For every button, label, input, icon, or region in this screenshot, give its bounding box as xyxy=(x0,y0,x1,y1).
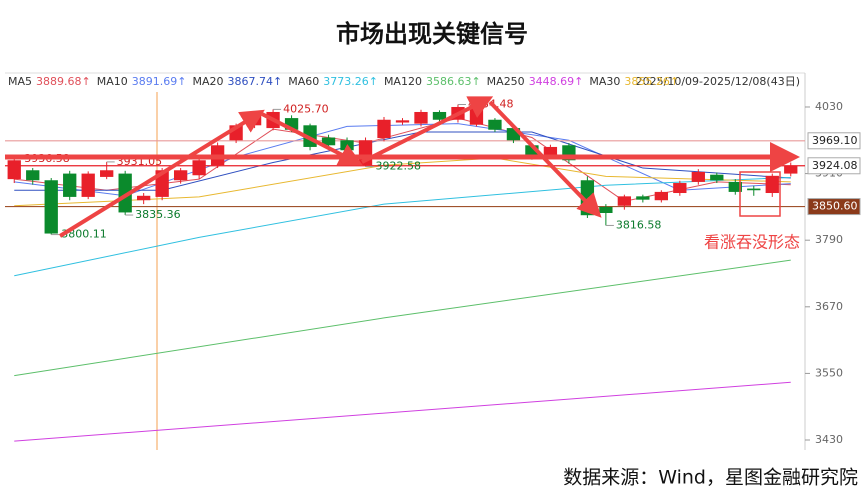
candle-body xyxy=(63,173,77,197)
ma-line xyxy=(14,381,791,442)
date-range: 2025/10/09-2025/12/08(43日) xyxy=(636,75,800,88)
level-tag xyxy=(807,157,861,175)
level-tag xyxy=(807,198,861,216)
candle-body xyxy=(691,171,705,182)
candle-body xyxy=(617,196,632,206)
legend-name: MA120 xyxy=(384,75,422,88)
legend-name: MA5 xyxy=(8,75,32,88)
candle-body xyxy=(784,165,798,174)
candle-body xyxy=(284,118,299,130)
candle-body xyxy=(673,183,687,194)
level-tag xyxy=(807,132,861,150)
level-label: 3850.60 xyxy=(812,200,858,213)
candle-body xyxy=(728,181,742,192)
candle-body xyxy=(137,195,151,201)
ma-line xyxy=(14,259,791,377)
candle-body xyxy=(118,173,132,213)
legend-value: 3448.69↑ xyxy=(529,75,584,88)
arrow xyxy=(58,109,265,238)
candle-body xyxy=(432,111,447,120)
legend-value: 3889.68↑ xyxy=(36,75,91,88)
candle-body xyxy=(192,160,206,176)
candle-body xyxy=(710,174,724,181)
ma-line xyxy=(14,157,791,207)
ma-line xyxy=(14,176,791,277)
legend-name: MA10 xyxy=(97,75,128,88)
high-label: 4025.70 xyxy=(283,102,329,115)
legend-value: 3867.74↑ xyxy=(227,75,282,88)
y-tick-label: 3790 xyxy=(815,233,843,246)
ma-line xyxy=(14,117,791,202)
candle-body xyxy=(543,146,558,156)
legend-value: 3773.26↑ xyxy=(323,75,378,88)
candle-body xyxy=(100,170,114,177)
legend-value: 3891.69↑ xyxy=(132,75,187,88)
candle-body xyxy=(469,108,484,125)
candle-body xyxy=(44,180,58,234)
low-label: 3800.11 xyxy=(61,228,107,241)
candle-body xyxy=(173,170,188,181)
highlight-box xyxy=(739,171,781,217)
legend-name: MA60 xyxy=(288,75,319,88)
legend-name: MA30 xyxy=(589,75,620,88)
annotation: 看涨吞没形态 xyxy=(704,233,800,252)
candle-body xyxy=(340,140,354,151)
level-label: 3969.10 xyxy=(812,134,858,147)
candle-body xyxy=(414,111,428,124)
y-tick-label: 3550 xyxy=(815,366,843,379)
candle-body xyxy=(525,145,539,156)
candle-body xyxy=(321,137,336,146)
candle-body xyxy=(81,173,95,197)
arrow xyxy=(261,112,364,166)
legend-value: 3855.26↑ xyxy=(624,75,679,88)
level-label: 3924.08 xyxy=(812,159,858,172)
candle-body xyxy=(599,206,613,213)
y-tick-label: 4030 xyxy=(815,100,843,113)
legend-value: 3586.63↑ xyxy=(426,75,481,88)
arrows xyxy=(5,96,800,238)
legend-name: MA20 xyxy=(192,75,223,88)
candle-body xyxy=(395,120,410,123)
candle-body xyxy=(654,191,668,201)
low-label: 3922.58 xyxy=(376,160,422,173)
arrow xyxy=(361,96,494,164)
plot-area: 3936.583800.113931.053835.364025.703922.… xyxy=(5,97,805,442)
candle-body xyxy=(7,160,21,180)
candle-body xyxy=(377,119,391,139)
legend-name: MA250 xyxy=(487,75,525,88)
source: 数据来源：Wind，星图金融研究院 xyxy=(563,467,858,489)
candle-body xyxy=(765,175,779,194)
candle-body xyxy=(26,170,40,181)
chart-title: 市场出现关键信号 xyxy=(336,20,528,48)
low-label: 3816.58 xyxy=(616,218,662,231)
y-tick-label: 3670 xyxy=(815,300,843,313)
candle-body xyxy=(636,196,650,200)
y-tick-label: 3430 xyxy=(815,433,843,446)
low-label: 3835.36 xyxy=(135,208,181,221)
candle-body xyxy=(488,119,502,130)
candle-body xyxy=(747,188,761,191)
ma-line xyxy=(14,123,791,197)
